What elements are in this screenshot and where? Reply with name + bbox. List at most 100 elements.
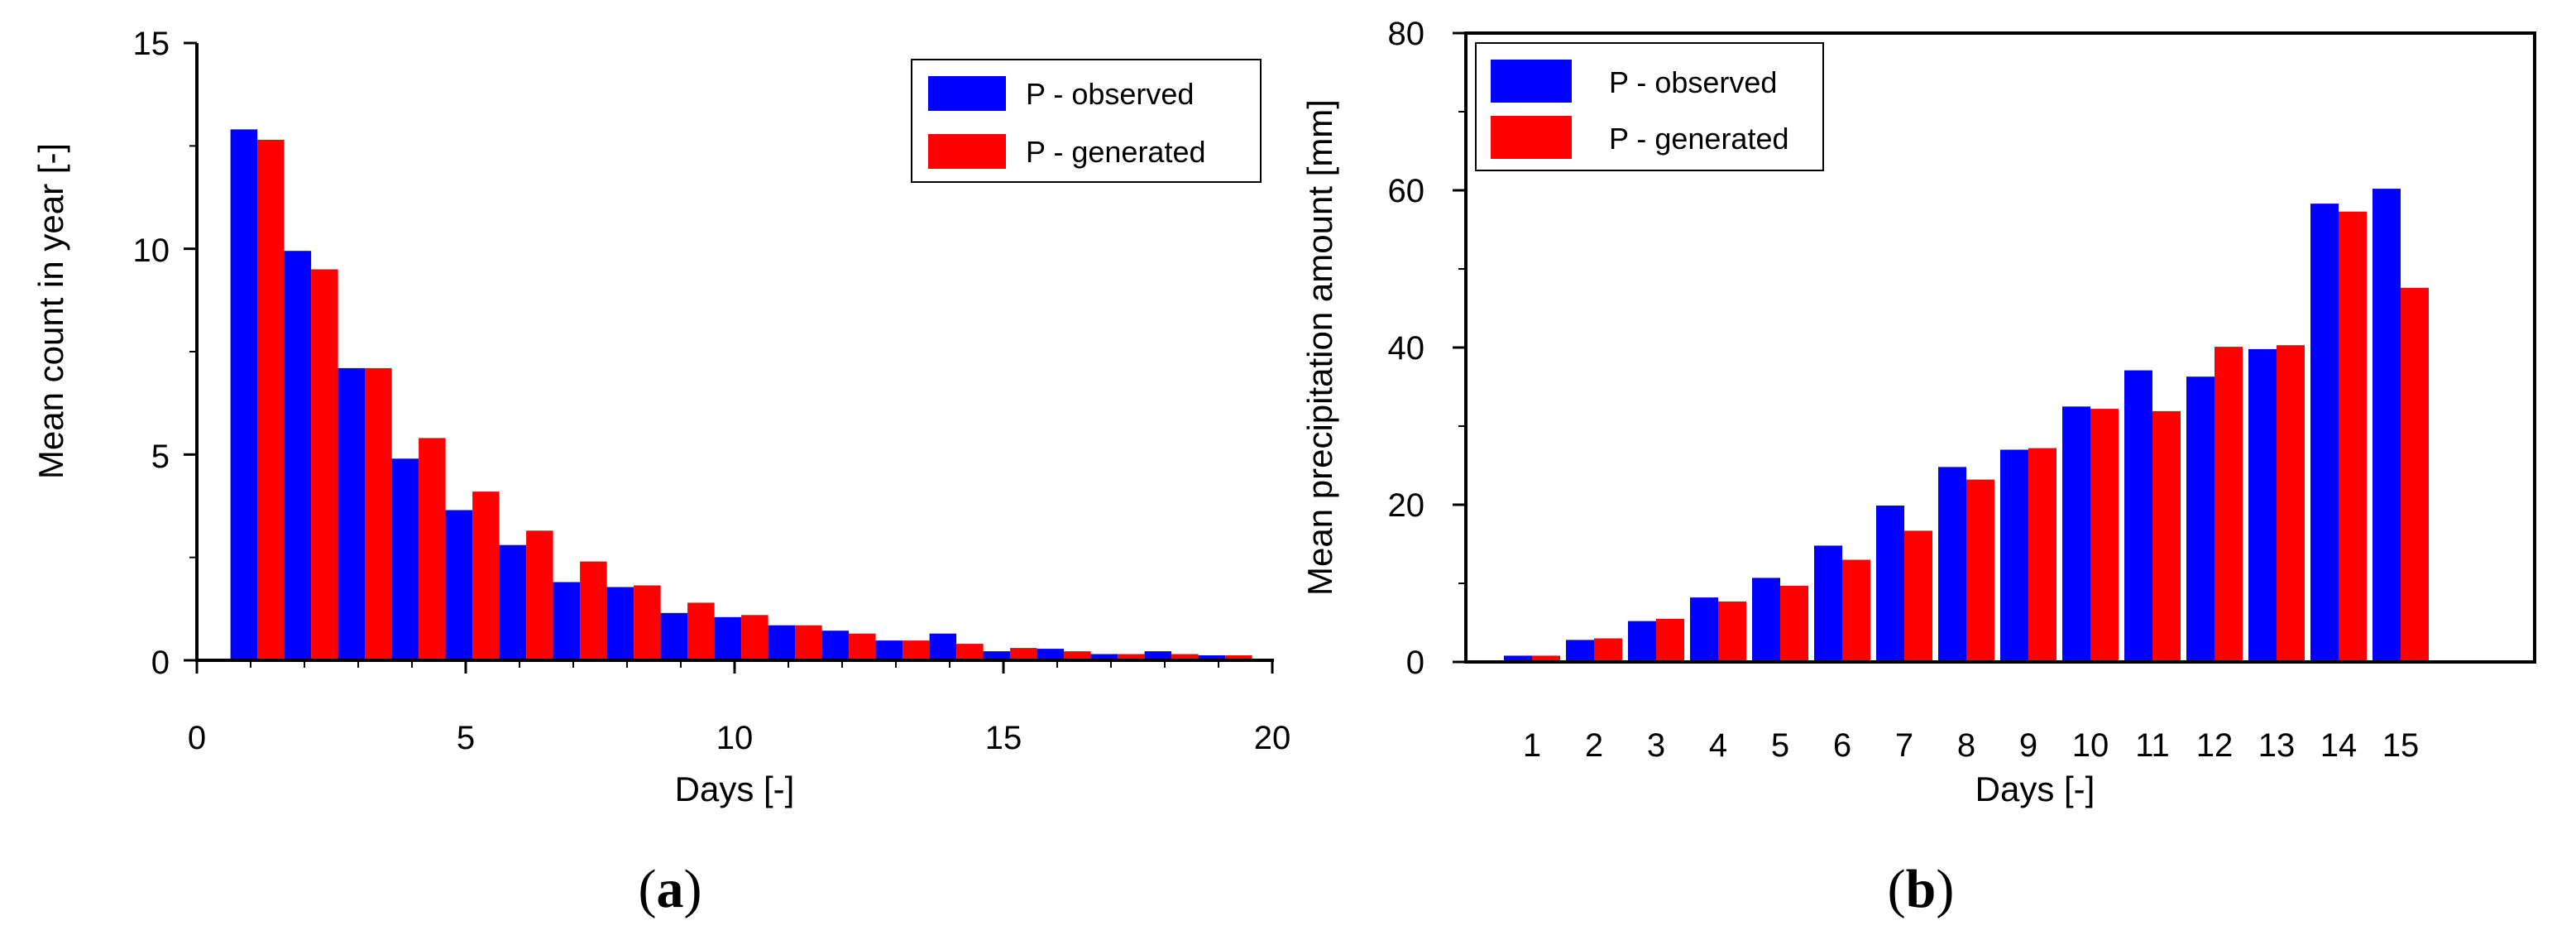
bar-generated: [741, 615, 768, 660]
panel-a-xtick-label: 10: [716, 720, 754, 756]
bar-generated: [1225, 655, 1252, 660]
legend-label-generated: P - generated: [1026, 135, 1206, 169]
panel-a-y-axis-title: Mean count in year [-]: [31, 143, 70, 479]
bar-observed: [1037, 649, 1065, 660]
panel-b-y-axis-title: Mean precipitation amount [mm]: [1300, 99, 1339, 596]
bar-observed: [929, 633, 957, 660]
bar-observed: [2310, 204, 2339, 663]
bar-generated: [2090, 409, 2119, 662]
panel-b-label: (b): [1888, 859, 1955, 919]
bar-generated: [472, 491, 500, 660]
bar-observed: [553, 582, 581, 660]
bar-generated: [2028, 448, 2056, 662]
bar-generated: [795, 625, 822, 660]
bar-generated: [1718, 601, 1746, 662]
panel-b-xtick-label: 5: [1771, 727, 1789, 764]
bar-generated: [311, 269, 338, 660]
legend-swatch-observed: [1491, 60, 1572, 103]
bar-generated: [2277, 345, 2305, 662]
bar-generated: [526, 530, 553, 660]
bar-generated: [1118, 654, 1145, 660]
panel-a: 0 5 10 15 0 5 10 15 20 Days [-] Mean cou…: [31, 26, 1290, 919]
bar-generated: [2401, 287, 2429, 662]
bar-generated: [2152, 410, 2181, 662]
panel-a-xtick-label: 20: [1254, 720, 1291, 756]
bar-observed: [2124, 370, 2152, 662]
bar-observed: [1814, 545, 1842, 662]
panel-b-ytick-label: 20: [1388, 487, 1425, 524]
bar-observed: [1690, 597, 1718, 662]
bar-generated: [1010, 648, 1037, 660]
legend-label-observed: P - observed: [1609, 65, 1777, 99]
panel-a-ytick-label: 0: [151, 645, 170, 681]
bar-observed: [1504, 655, 1532, 662]
panel-b-xtick-label: 1: [1523, 727, 1541, 764]
bar-observed: [1198, 655, 1226, 660]
bar-observed: [338, 367, 366, 660]
bar-observed: [1566, 640, 1594, 662]
legend-swatch-observed: [928, 76, 1006, 111]
bar-generated: [2339, 211, 2367, 662]
panel-a-label: (a): [639, 859, 702, 919]
panel-b-xtick-label: 10: [2072, 727, 2109, 764]
bar-observed: [875, 640, 903, 660]
panel-b-ytick-label: 60: [1388, 173, 1425, 209]
panel-a-xtick-label: 5: [457, 720, 475, 756]
panel-b-ytick-label: 80: [1388, 16, 1425, 52]
panel-b-ytick-label: 0: [1406, 645, 1424, 681]
bar-observed: [660, 612, 688, 660]
panel-b-xtick-label: 7: [1895, 727, 1913, 764]
bar-generated: [1064, 651, 1091, 660]
bar-generated: [634, 585, 661, 660]
bar-generated: [903, 640, 930, 660]
bar-generated: [365, 367, 392, 660]
panel-a-xtick-label: 0: [188, 720, 206, 756]
bar-generated: [1656, 618, 1684, 663]
bar-observed: [1628, 621, 1656, 662]
bar-observed: [230, 129, 258, 660]
panel-b-bars: [1504, 189, 2429, 663]
bar-observed: [714, 616, 742, 660]
bar-generated: [1904, 530, 1932, 662]
panel-b-xtick-label: 11: [2135, 727, 2170, 764]
bar-generated: [687, 602, 715, 660]
bar-generated: [1171, 654, 1199, 660]
panel-a-x-axis-title: Days [-]: [675, 770, 795, 808]
bar-observed: [1938, 467, 1966, 662]
panel-b-x-axis-title: Days [-]: [1975, 770, 2095, 808]
panel-b-xtick-label: 3: [1647, 727, 1665, 764]
panel-a-ytick-label: 15: [133, 26, 170, 62]
bar-observed: [1090, 654, 1118, 660]
bar-observed: [499, 544, 527, 660]
legend-swatch-generated: [1491, 116, 1572, 159]
panel-b-xtick-label: 8: [1957, 727, 1975, 764]
panel-b-xtick-label: 6: [1833, 727, 1851, 764]
bar-generated: [1780, 585, 1808, 662]
bar-generated: [956, 644, 984, 660]
panel-b-xtick-label: 15: [2382, 727, 2420, 764]
panel-b-plot-frame: [1464, 31, 2536, 664]
panel-b-legend: P - observed P - generated: [1475, 42, 1824, 171]
bar-generated: [1594, 638, 1622, 662]
bar-observed: [821, 631, 850, 660]
panel-a-xtick-label: 15: [985, 720, 1022, 756]
panel-a-bars: [230, 129, 1252, 660]
bar-observed: [606, 587, 634, 660]
bar-observed: [391, 458, 419, 660]
legend-swatch-generated: [928, 134, 1006, 169]
bar-observed: [2248, 348, 2277, 662]
panel-b-xtick-label: 2: [1585, 727, 1603, 764]
panel-a-ytick-label: 5: [151, 439, 170, 475]
bar-generated: [1966, 479, 1994, 662]
panel-b-ticks: [1453, 31, 1466, 664]
panel-b-xtick-label: 4: [1709, 727, 1727, 764]
bar-observed: [768, 625, 796, 660]
legend-label-generated: P - generated: [1609, 122, 1789, 156]
bar-observed: [983, 651, 1011, 660]
bar-observed: [1752, 578, 1780, 662]
bar-generated: [1532, 655, 1560, 662]
bar-generated: [419, 438, 446, 660]
bar-observed: [2000, 449, 2028, 662]
panel-b-xtick-label: 12: [2196, 727, 2234, 764]
